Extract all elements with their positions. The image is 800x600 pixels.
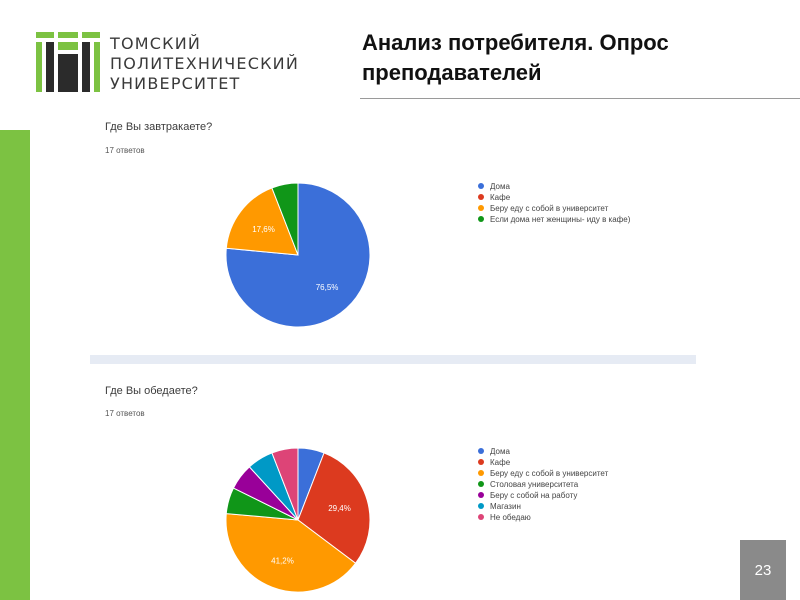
chart2-subtitle: 17 ответов [105,409,145,418]
legend-dot-icon [478,183,484,189]
legend-dot-icon [478,481,484,487]
chart1-title: Где Вы завтракаете? [105,121,213,133]
legend-dot-icon [478,194,484,200]
chart1-legend-item-2: Беру еду с собой в университет [478,203,630,214]
legend-label: Если дома нет женщины- иду в кафе) [490,215,631,224]
legend-dot-icon [478,503,484,509]
chart2-legend-item-6: Не обедаю [478,512,608,523]
chart1-subtitle: 17 ответов [105,146,145,155]
chart1-data-label-2: 17,6% [252,225,275,234]
chart2-slice-1 [297,452,371,564]
legend-dot-icon [478,470,484,476]
legend-label: Столовая университета [490,480,579,489]
chart1-legend-item-0: Дома [478,181,630,192]
legend-label: Дома [490,447,510,456]
chart1-legend-item-1: Кафе [478,192,630,203]
logo-text: ТОМСКИЙ ПОЛИТЕХНИЧЕСКИЙ УНИВЕРСИТЕТ [110,34,300,93]
chart2-legend-item-3: Столовая университета [478,479,608,490]
chart2-data-label-1: 29,4% [328,504,351,513]
chart2-legend-item-4: Беру с собой на работу [478,490,608,501]
legend-label: Беру еду с собой в университет [490,204,609,213]
left-accent-bar [0,130,30,600]
chart1-legend-item-3: Если дома нет женщины- иду в кафе) [478,214,630,225]
legend-dot-icon [478,216,484,222]
chart2-legend: Дома Кафе Беру еду с собой в университет Ст… [478,446,608,523]
legend-dot-icon [478,205,484,211]
legend-dot-icon [478,459,484,465]
chart2-legend-item-0: Дома [478,446,608,457]
legend-label: Беру еду с собой в университет [490,469,609,478]
legend-dot-icon [478,492,484,498]
legend-label: Дома [490,182,510,191]
legend-dot-icon [478,448,484,454]
title-underline [360,98,800,99]
legend-label: Кафе [490,193,511,202]
legend-label: Не обедаю [490,513,531,522]
chart1-data-label-0: 76,5% [316,283,339,292]
chart-separator [90,355,696,364]
tpu-logo-icon [36,32,100,92]
chart2-title: Где Вы обедаете? [105,385,198,397]
chart1-legend: Дома Кафе Беру еду с собой в университет Ес… [478,181,630,225]
chart2-legend-item-2: Беру еду с собой в университет [478,468,608,479]
chart1-slice-3 [271,182,299,256]
legend-dot-icon [478,514,484,520]
university-logo: ТОМСКИЙ ПОЛИТЕХНИЧЕСКИЙ УНИВЕРСИТЕТ [36,32,336,102]
legend-label: Кафе [490,458,511,467]
chart1-slice-2 [225,187,299,256]
slide-title: Анализ потребителя. Опрос преподавателей [362,30,669,85]
chart2-legend-item-5: Магазин [478,501,608,512]
legend-label: Беру с собой на работу [490,491,578,500]
page-number: 23 [740,540,786,600]
chart2-data-label-2: 41,2% [271,556,294,565]
chart2-slice-2 [225,513,357,593]
chart2-legend-item-1: Кафе [478,457,608,468]
chart2-slice-6 [271,447,299,521]
legend-label: Магазин [490,502,521,511]
